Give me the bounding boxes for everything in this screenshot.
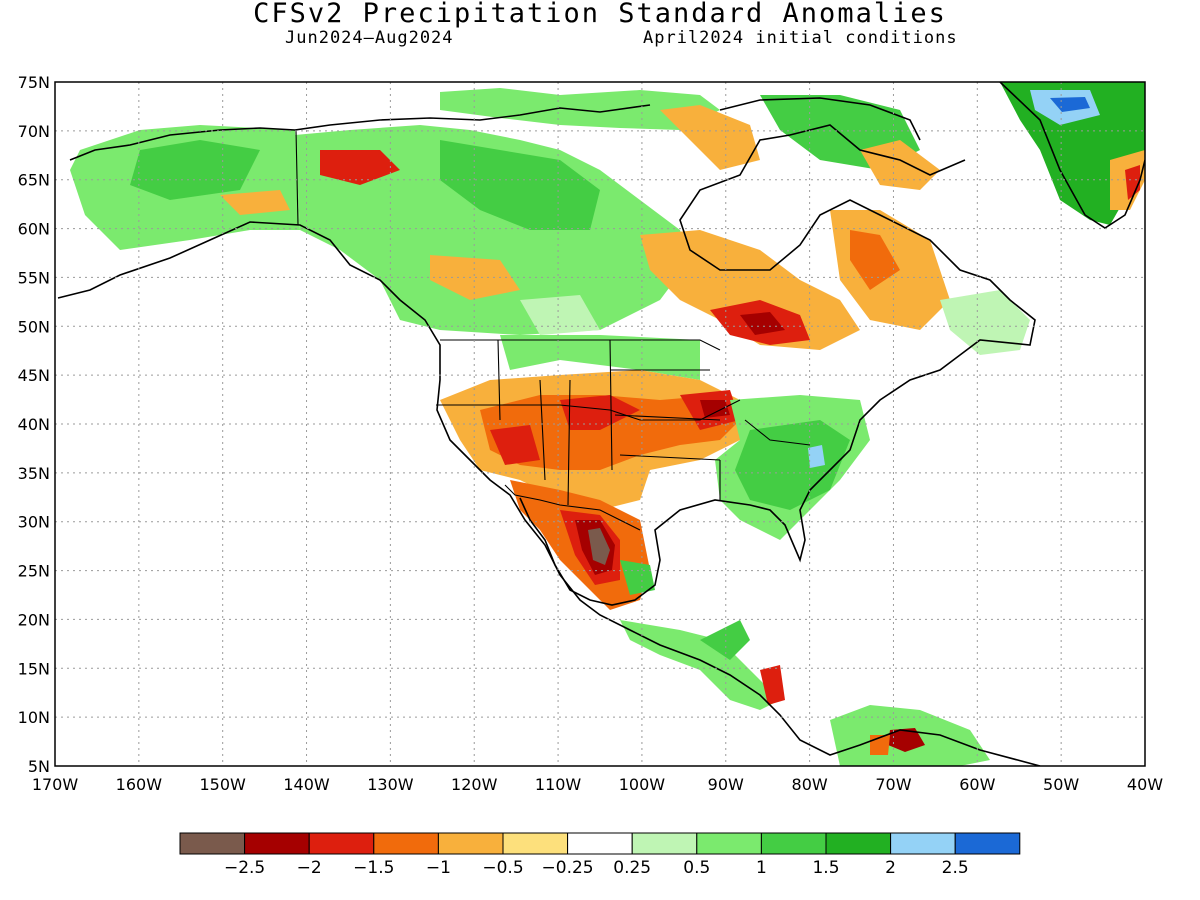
latitude-label: 55N [18,268,50,287]
legend-tick-label: 1.5 [812,858,839,878]
longitude-label: 90W [708,775,744,794]
latitude-label: 35N [18,464,50,483]
latitude-label: 15N [18,659,50,678]
region-mexico-core [588,528,610,565]
longitude-label: 120W [451,775,498,794]
legend-tick-label: −2 [297,858,322,878]
legend-tick-label: 2 [885,858,896,878]
legend-swatch [825,832,892,855]
latitude-label: 65N [18,171,50,190]
legend-swatch [890,832,956,855]
latitude-label: 10N [18,708,50,727]
legend-labels: −2.5 −2 −1.5 −1 −0.5 −0.25 0.25 0.5 1 1.5 2 2.5 [224,858,969,878]
latitude-label: 50N [18,317,50,336]
region-central-america [620,620,780,710]
latitude-label: 70N [18,122,50,141]
latitude-labels: 75N 70N 65N 60N 55N 50N 45N 40N 35N 30N 25N 20N 15N 1… [18,73,50,776]
latitude-label: 5N [28,757,50,776]
longitude-label: 150W [200,775,247,794]
legend-tick-label: −1 [426,858,451,878]
region-quebec [640,230,860,350]
legend-swatch [631,832,698,855]
region-greenland [1000,82,1145,225]
legend-tick-label: 2.5 [942,858,969,878]
legend-swatch [567,832,633,855]
forecast-period: Jun2024–Aug2024 [285,28,454,48]
legend-tick-label: −0.25 [542,858,594,878]
legend-swatch [308,832,375,855]
latitude-label: 45N [18,366,50,385]
legend-swatch [437,832,504,855]
longitude-label: 140W [283,775,330,794]
legend-swatch [179,832,246,855]
longitude-label: 50W [1043,775,1079,794]
legend-swatch [373,832,439,855]
longitude-label: 170W [32,775,79,794]
color-legend [179,832,1021,855]
legend-tick-label: −2.5 [224,858,265,878]
latitude-label: 25N [18,562,50,581]
legend-tick-label: −0.5 [482,858,523,878]
longitude-label: 60W [959,775,995,794]
longitude-label: 130W [367,775,414,794]
legend-swatch [244,832,310,855]
legend-tick-label: 1 [756,858,767,878]
longitude-label: 70W [875,775,911,794]
legend-tick-label: 0.5 [683,858,710,878]
region-canada-north [295,125,690,335]
longitude-label: 40W [1127,775,1163,794]
longitude-label: 100W [619,775,666,794]
coastlines [57,82,1145,766]
legend-swatch [502,832,569,855]
longitude-label: 160W [116,775,163,794]
initial-conditions: April2024 initial conditions [643,28,958,48]
longitude-labels: 170W 160W 150W 140W 130W 120W 110W 100W 90W 80W 70… [32,775,1163,794]
longitude-label: 80W [792,775,828,794]
legend-swatch [696,832,762,855]
map-title: CFSv2 Precipitation Standard Anomalies [253,0,947,29]
legend-swatch [760,832,827,855]
latitude-label: 20N [18,610,50,629]
latitude-label: 40N [18,415,50,434]
map-frame [54,81,1146,767]
legend-swatch [954,832,1021,855]
latitude-label: 30N [18,513,50,532]
longitude-label: 110W [535,775,582,794]
graticule [55,82,1145,766]
latitude-label: 75N [18,73,50,92]
region-colombia [888,728,925,752]
legend-tick-label: 0.25 [613,858,651,878]
latitude-label: 60N [18,220,50,239]
legend-tick-label: −1.5 [353,858,394,878]
anomaly-shading [70,82,1145,766]
